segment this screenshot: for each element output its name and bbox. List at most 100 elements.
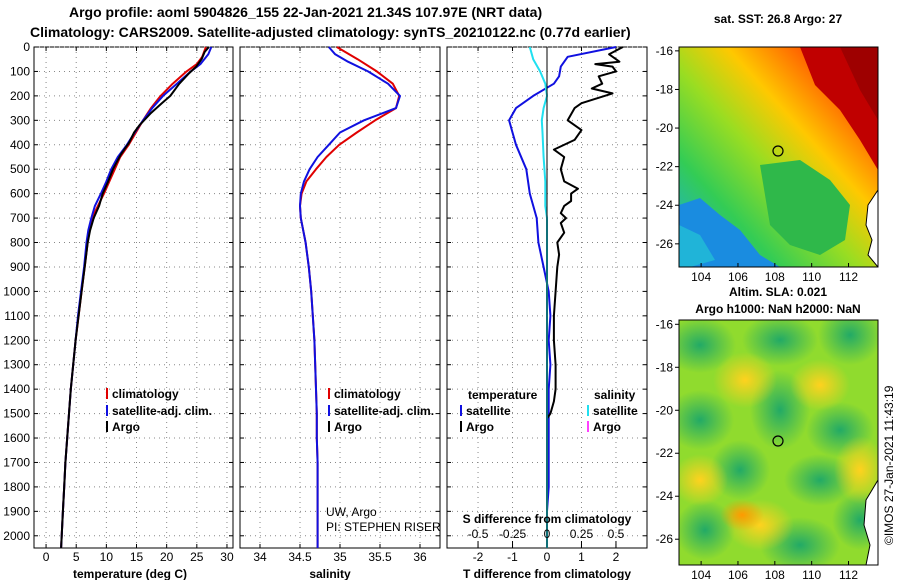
- s-tick-label: 0.25: [570, 527, 594, 541]
- x-tick-label: 2: [613, 550, 620, 564]
- sst-map-y-tick-label: -16: [656, 44, 674, 58]
- s-tick-label: 0: [544, 527, 551, 541]
- legend-temp-argo-label: Argo: [466, 420, 494, 434]
- sla-low-eddy: [679, 320, 736, 373]
- x-tick-label: 0: [544, 550, 551, 564]
- sla-high-eddy: [713, 352, 777, 408]
- s-tick-label: -0.5: [468, 527, 489, 541]
- legend-sal-argo-label: Argo: [593, 420, 621, 434]
- x-tick-label: 1: [578, 550, 585, 564]
- depth-tick-label: 0: [23, 40, 30, 54]
- legend-climatology-label: climatology: [334, 387, 401, 401]
- x-tick-label: 34.5: [288, 550, 312, 564]
- depth-tick-label: 1000: [3, 284, 30, 298]
- sst-map: [679, 47, 878, 267]
- annotation-source: UW, Argo: [326, 505, 377, 519]
- sla-low-eddy: [742, 320, 818, 366]
- sst-map-y-tick-label: -22: [656, 160, 674, 174]
- legend-temperature-heading: temperature: [468, 388, 538, 402]
- sla-frame: [678, 319, 879, 566]
- sla-map-y-tick-label: -18: [656, 360, 674, 374]
- depth-tick-label: 700: [10, 211, 30, 225]
- sst-cold-water-2: [679, 225, 715, 267]
- s-tick-label: 0.5: [608, 527, 625, 541]
- x-axis-label: salinity: [309, 567, 351, 580]
- x-tick-label: -2: [473, 550, 484, 564]
- x-tick-label: 25: [190, 550, 204, 564]
- sla-high-eddy: [790, 359, 850, 411]
- sst-map-y-tick-label: -20: [656, 121, 674, 135]
- x-tick-label: 10: [100, 550, 114, 564]
- sla-low-eddy: [679, 390, 734, 450]
- depth-tick-label: 300: [10, 113, 30, 127]
- x-tick-label: 15: [130, 550, 144, 564]
- argo-location-marker: [772, 145, 784, 157]
- x-axis-label: temperature (deg C): [73, 567, 187, 580]
- x-tick-label: 35.5: [368, 550, 392, 564]
- depth-tick-label: 2000: [3, 529, 30, 543]
- imos-credit: ©IMOS 27-Jan-2021 11:43:19: [882, 385, 896, 545]
- sla-map-x-tick-label: 106: [728, 568, 748, 580]
- coastline: [863, 479, 878, 565]
- depth-tick-label: 500: [10, 162, 30, 176]
- panel-2: [239, 46, 441, 549]
- legend-climatology-label: climatology: [112, 387, 179, 401]
- sla-high-eddy: [679, 454, 728, 506]
- sla-map-x-tick-label: 112: [839, 568, 858, 580]
- s-tick-label: -0.25: [499, 527, 527, 541]
- depth-tick-label: 1800: [3, 480, 30, 494]
- series-temperature-argo: [546, 46, 624, 548]
- x-tick-label: 0: [43, 550, 50, 564]
- sla-map-x-tick-label: 108: [765, 568, 785, 580]
- depth-tick-label: 1700: [3, 455, 30, 469]
- x-tick-label: 35: [333, 550, 347, 564]
- sst-hot-core: [840, 47, 878, 120]
- x-tick-label: -1: [507, 550, 518, 564]
- legend-salinity-heading: salinity: [594, 388, 636, 402]
- x-tick-label: 34: [253, 550, 267, 564]
- sla-map-x-tick-label: 104: [691, 568, 711, 580]
- depth-tick-label: 1100: [4, 309, 30, 323]
- coastline: [865, 189, 878, 267]
- sla-high-eddy: [834, 436, 878, 504]
- title-line-1: Argo profile: aoml 5904826_155 22-Jan-20…: [69, 4, 543, 20]
- sst-map-y-tick-label: -18: [656, 82, 674, 96]
- sst-map-x-tick-label: 104: [691, 270, 711, 284]
- sla-map-y-tick-label: -26: [656, 532, 674, 546]
- sla-map-subtitle: Argo h1000: NaN h2000: NaN: [695, 302, 860, 316]
- sla-map-y-tick-label: -16: [656, 317, 674, 331]
- plot-frame: [33, 46, 234, 549]
- depth-tick-label: 400: [10, 138, 30, 152]
- sst-frame: [678, 46, 879, 268]
- x-tick-label: 20: [160, 550, 174, 564]
- depth-tick-label: 1600: [3, 431, 30, 445]
- legend-argo-label: Argo: [112, 420, 140, 434]
- x-tick-label: 36: [413, 550, 427, 564]
- sst-map-x-tick-label: 112: [839, 270, 858, 284]
- sst-green-patch: [760, 160, 850, 255]
- sst-map-title: sat. SST: 26.8 Argo: 27: [714, 12, 843, 26]
- legend-satellite-label: satellite-adj. clim.: [112, 404, 212, 418]
- sst-map-x-tick-label: 108: [765, 270, 785, 284]
- legend-satellite-label: satellite-adj. clim.: [334, 404, 434, 418]
- depth-tick-label: 800: [10, 236, 30, 250]
- sla-map-y-tick-label: -22: [656, 446, 674, 460]
- sst-map-y-tick-label: -26: [656, 237, 674, 251]
- depth-tick-label: 1200: [3, 333, 30, 347]
- depth-tick-label: 1400: [3, 382, 30, 396]
- sla-map-x-tick-label: 110: [802, 568, 821, 580]
- series-argo: [60, 46, 210, 549]
- s-axis-title: S difference from climatology: [463, 512, 632, 526]
- x-tick-label: 30: [220, 550, 234, 564]
- x-axis-label: T difference from climatology: [463, 567, 631, 580]
- series-satellite-adj-clim-: [299, 46, 401, 548]
- panel-1: [33, 46, 234, 549]
- depth-tick-label: 900: [10, 260, 30, 274]
- sst-map-y-tick-label: -24: [656, 198, 674, 212]
- sla-map: [679, 320, 878, 565]
- title-line-2: Climatology: CARS2009. Satellite-adjuste…: [30, 24, 631, 40]
- sla-low-eddy: [818, 320, 878, 365]
- depth-tick-label: 600: [10, 187, 30, 201]
- sla-map-title: Altim. SLA: 0.021: [729, 285, 827, 299]
